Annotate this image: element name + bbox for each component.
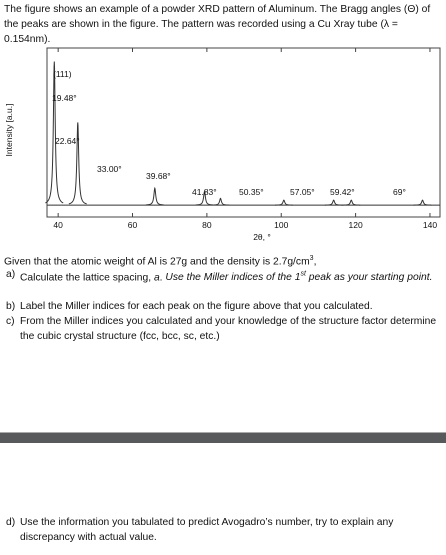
peak-label: 19.48° [52, 93, 77, 103]
peak-label: 50.35° [239, 187, 264, 197]
peak [413, 199, 432, 206]
intro: The figure shows an example of a powder … [4, 4, 431, 45]
note-text: peak as your starting point. [305, 272, 433, 284]
x-tick-label: 120 [349, 220, 363, 230]
peak [195, 190, 214, 206]
separator [0, 432, 446, 443]
note-text: Use the Miller indices of the 1 [165, 272, 301, 284]
peak-label: 39.68° [146, 171, 171, 181]
given: Given that the atomic weight of Al is 27… [4, 251, 444, 269]
peak-label: 22.64° [55, 136, 80, 146]
given-text: Given that the atomic weight of Al is 27… [4, 256, 310, 268]
peak [68, 122, 87, 205]
item-label: d) [6, 517, 16, 528]
peak-label: 41.83° [192, 187, 217, 197]
item-text: Use the information you tabulated to pre… [20, 517, 394, 543]
peak [342, 199, 361, 206]
x-axis-label: 2θ, ° [253, 232, 271, 242]
x-tick-label: 140 [423, 220, 437, 230]
x-tick-label: 40 [53, 220, 63, 230]
peak [45, 61, 64, 204]
var: a [153, 272, 160, 284]
peak [145, 186, 164, 206]
peak-label: 33.00° [97, 164, 122, 174]
x-tick-label: 60 [128, 220, 138, 230]
item-text: Calculate the lattice spacing, a. Use th… [20, 267, 440, 285]
peak-label: 69° [393, 187, 406, 197]
given-end: , [313, 256, 317, 268]
sup: st [300, 271, 306, 278]
x-tick-label: 80 [202, 220, 212, 230]
plot-frame [46, 47, 441, 218]
text: . [159, 272, 166, 284]
peak-label: 59.42° [330, 187, 355, 197]
peak [274, 199, 293, 206]
item-label: b) [6, 301, 16, 312]
peak [324, 199, 343, 206]
given-sup: 3 [309, 255, 314, 262]
item-text: Label the Miller indices for each peak o… [20, 301, 373, 312]
text: Calculate the lattice spacing, [20, 272, 154, 284]
item-text: From the Miller indices you calculated a… [20, 316, 437, 342]
x-tick-label: 100 [274, 220, 288, 230]
peak [211, 197, 230, 206]
miller-label: (111) [53, 69, 72, 79]
y-axis-label: Intensity [a.u.] [4, 104, 14, 157]
item-label: a) [6, 269, 16, 280]
chart: Intensity [a.u.] 2θ, ° 40 60 80 100 120 140 (1… [4, 47, 441, 242]
peak-label: 57.05° [290, 187, 315, 197]
item-label: c) [6, 316, 15, 327]
note: Use the Miller indices of the 1st peak a… [165, 271, 433, 284]
